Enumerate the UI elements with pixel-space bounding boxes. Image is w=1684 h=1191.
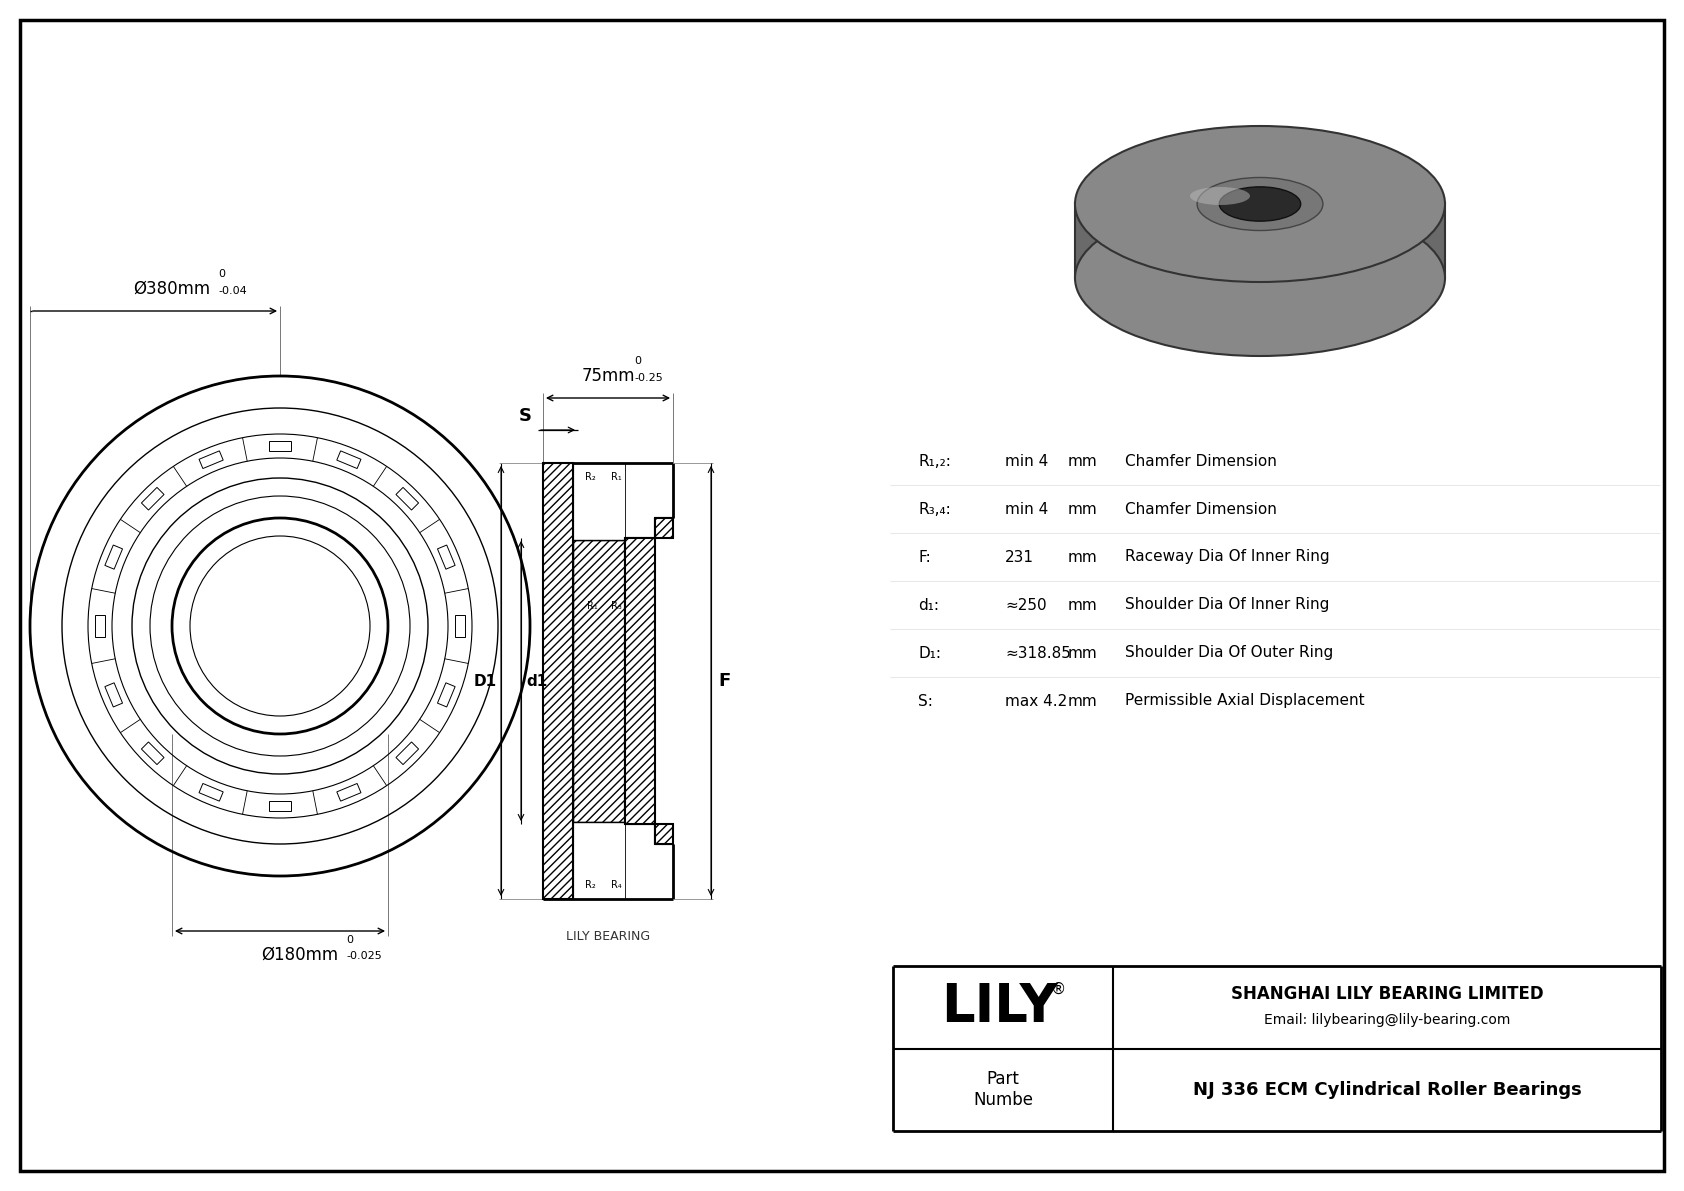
Text: F: F [719,672,731,690]
Text: R₂: R₂ [584,472,596,482]
Text: Chamfer Dimension: Chamfer Dimension [1125,501,1276,517]
Text: 231: 231 [1005,549,1034,565]
Text: min 4: min 4 [1005,454,1047,468]
Bar [438,545,455,569]
Bar [269,802,291,811]
Polygon shape [625,538,655,824]
Text: D₁:: D₁: [918,646,941,661]
Bar [94,615,104,637]
Bar [199,451,224,468]
Polygon shape [655,518,674,538]
Text: 0: 0 [345,935,354,944]
Text: mm: mm [1068,693,1098,709]
Ellipse shape [1074,200,1445,356]
Text: mm: mm [1068,549,1098,565]
Text: LILY BEARING: LILY BEARING [566,930,650,943]
Bar [1074,202,1445,278]
Text: Raceway Dia Of Inner Ring: Raceway Dia Of Inner Ring [1125,549,1330,565]
Bar [337,451,360,468]
Ellipse shape [1219,187,1300,222]
Bar [141,487,163,510]
Text: D1: D1 [473,673,497,688]
Text: R₄: R₄ [611,880,621,890]
Text: F:: F: [918,549,931,565]
Text: Shoulder Dia Of Outer Ring: Shoulder Dia Of Outer Ring [1125,646,1334,661]
Text: -0.04: -0.04 [217,286,248,297]
Polygon shape [655,824,674,844]
Text: R₃: R₃ [611,601,621,611]
Text: mm: mm [1068,501,1098,517]
Text: -0.025: -0.025 [345,950,382,961]
Text: Chamfer Dimension: Chamfer Dimension [1125,454,1276,468]
Text: 0: 0 [217,269,226,279]
Text: Shoulder Dia Of Inner Ring: Shoulder Dia Of Inner Ring [1125,598,1329,612]
Bar [1219,202,1300,278]
Text: Ø380mm: Ø380mm [133,280,210,298]
Text: Email: lilybearing@lily-bearing.com: Email: lilybearing@lily-bearing.com [1263,1014,1511,1028]
Text: S:: S: [918,693,933,709]
Text: Permissible Axial Displacement: Permissible Axial Displacement [1125,693,1364,709]
Text: 0: 0 [633,356,642,366]
Text: SHANGHAI LILY BEARING LIMITED: SHANGHAI LILY BEARING LIMITED [1231,985,1543,1003]
Ellipse shape [1197,177,1324,231]
Text: -0.25: -0.25 [633,373,663,384]
Text: R₁: R₁ [588,601,598,611]
Text: LILY: LILY [941,981,1058,1034]
Text: S: S [519,407,532,425]
Text: ®: ® [1051,981,1066,997]
Text: mm: mm [1068,598,1098,612]
Bar [337,784,360,802]
Polygon shape [573,463,625,540]
Bar [455,615,465,637]
Text: R₂: R₂ [584,880,596,890]
Bar [104,545,123,569]
Text: R₁: R₁ [611,472,621,482]
Text: mm: mm [1068,454,1098,468]
Text: max 4.2: max 4.2 [1005,693,1068,709]
Bar [199,784,224,802]
Bar [396,742,419,765]
Polygon shape [573,822,625,899]
Bar [269,441,291,451]
Text: R₃,₄:: R₃,₄: [918,501,951,517]
Text: d₁:: d₁: [918,598,940,612]
Text: d1: d1 [527,673,547,688]
Text: 75mm: 75mm [581,367,635,385]
Text: R₁,₂:: R₁,₂: [918,454,951,468]
Ellipse shape [1191,187,1250,205]
Text: NJ 336 ECM Cylindrical Roller Bearings: NJ 336 ECM Cylindrical Roller Bearings [1192,1080,1581,1099]
Text: mm: mm [1068,646,1098,661]
Text: ≈318.85: ≈318.85 [1005,646,1071,661]
Ellipse shape [1074,126,1445,282]
Text: Part
Numbe: Part Numbe [973,1071,1032,1109]
Bar [438,682,455,707]
Bar [104,682,123,707]
Polygon shape [542,463,573,899]
Polygon shape [573,540,625,822]
Text: Ø180mm: Ø180mm [261,946,338,964]
Bar [141,742,163,765]
Text: min 4: min 4 [1005,501,1047,517]
Bar [396,487,419,510]
Text: ≈250: ≈250 [1005,598,1047,612]
